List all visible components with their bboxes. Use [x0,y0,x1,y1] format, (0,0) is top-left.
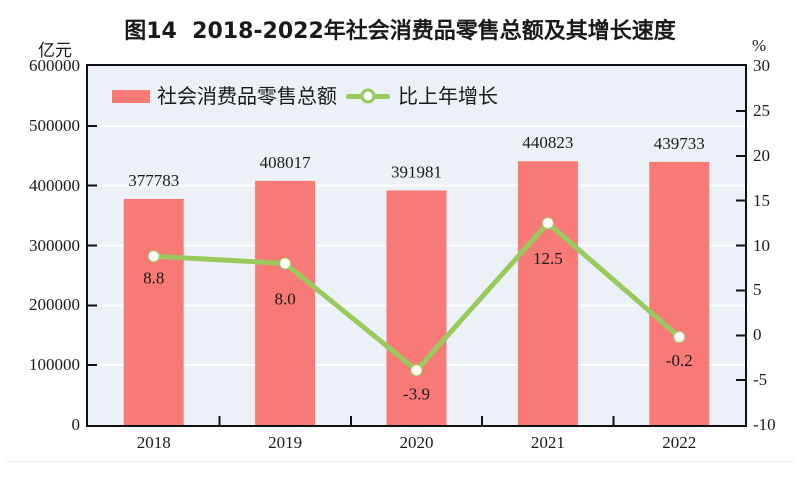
bar-value-label-2021: 440823 [522,133,573,152]
right-axis-tick-label: 10 [753,235,770,255]
legend: 社会消费品零售总额 比上年增长 [112,83,507,109]
growth-value-label-2021: 12.5 [533,249,563,268]
left-axis-tick-label: 400000 [29,175,80,195]
right-axis-tick-label: 0 [753,325,762,345]
right-axis-tick-label: 30 [753,56,770,75]
right-axis-tick-label: 15 [753,190,770,210]
line-marker-2022 [673,331,686,344]
legend-bar-swatch [112,89,150,103]
right-axis-tick-label: 25 [753,100,770,120]
left-axis-unit-label: 亿元 [38,41,72,60]
bar-2021 [517,161,578,425]
left-axis-tick-label: 300000 [29,235,80,255]
bar-2018 [123,198,184,425]
bar-2022 [649,161,710,425]
x-axis-tick-label: 2022 [662,433,697,452]
line-marker-2019 [279,257,292,270]
left-axis-tick-label: 200000 [29,295,80,315]
x-axis-tick-label: 2020 [399,433,434,452]
x-axis-tick-label: 2021 [530,433,565,452]
page-separator-line [6,461,794,462]
chart-canvas: 377783 408017 391981 440823 439733 8.8 8.0 -3.9… [88,109,745,425]
left-axis-tick-label: 100000 [29,355,80,375]
right-axis-tick-label: -10 [753,415,776,434]
legend-line-marker-icon [360,88,376,104]
legend-line-label: 比上年增长 [398,84,498,108]
growth-value-label-2019: 8.0 [274,289,295,308]
left-axis-tick-label: 600000 [29,56,80,75]
right-axis-tick-label: 20 [753,145,770,165]
bar-value-label-2019: 408017 [260,153,312,172]
left-axis-tick-label: 500000 [29,115,80,135]
growth-value-label-2020: -3.9 [403,384,430,403]
plot-area: 377783 408017 391981 440823 439733 8.8 8.0 -3.9… [86,64,747,427]
x-axis-tick-label: 2019 [268,433,303,452]
bar-value-label-2020: 391981 [391,162,442,181]
line-marker-2020 [410,364,423,377]
legend-line-swatch [346,88,390,104]
x-axis-tick-label: 2018 [136,433,171,452]
growth-value-label-2022: -0.2 [666,351,693,370]
bar-2019 [255,180,316,425]
chart-title: 图14 2018-2022年社会消费品零售总额及其增长速度 [124,19,676,44]
line-marker-2021 [541,217,554,230]
right-axis-tick-label: 5 [753,280,762,300]
right-axis-tick-label: -5 [753,370,768,390]
line-marker-2018 [147,250,160,263]
bar-2020 [386,190,447,425]
growth-value-label-2018: 8.8 [143,268,164,287]
bar-value-label-2022: 439733 [654,134,705,153]
bar-value-label-2018: 377783 [128,171,179,190]
left-axis-tick-label: 0 [71,415,81,434]
legend-bar-label: 社会消费品零售总额 [157,84,337,108]
right-axis-unit-label: % [752,36,767,55]
